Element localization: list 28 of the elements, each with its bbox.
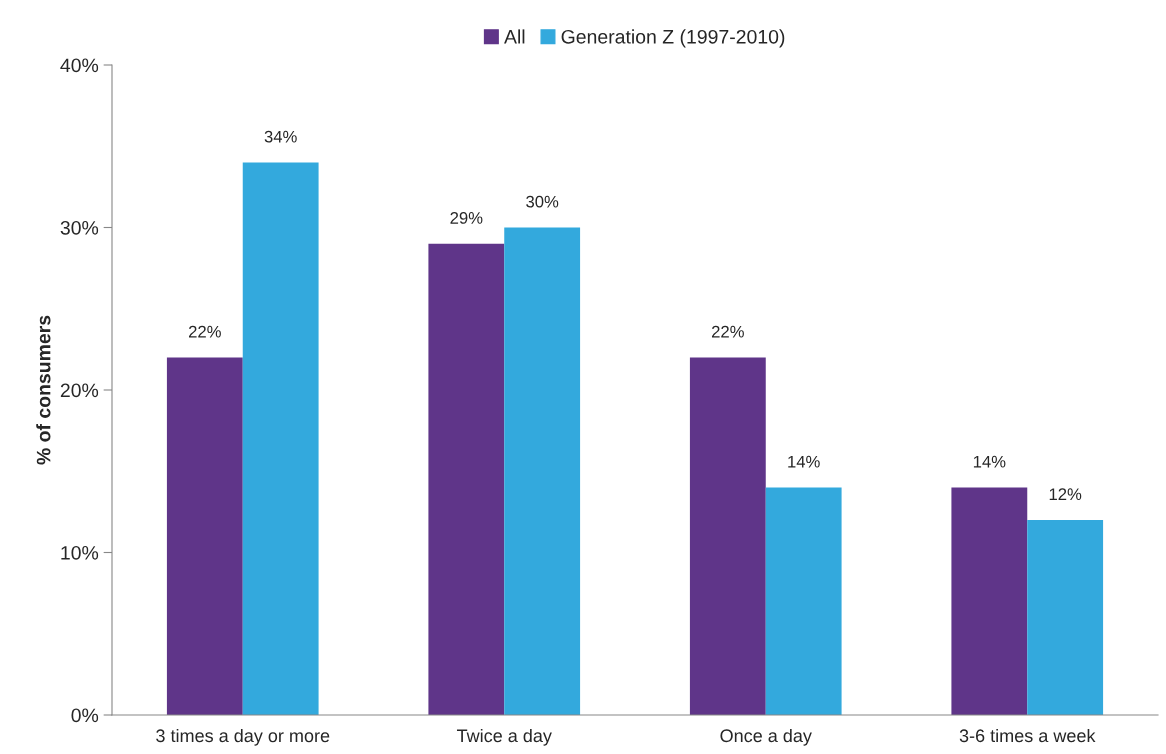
data-label: 34% [264, 130, 297, 143]
data-label: 30% [526, 195, 559, 208]
x-tick-label: 3-6 times a week [959, 728, 1096, 743]
legend-label: Generation Z (1997-2010) [561, 29, 785, 48]
x-tick-label: Twice a day [456, 728, 552, 746]
y-axis-title: % of consumers [36, 315, 51, 465]
legend-label: All [504, 29, 525, 44]
data-label: 22% [188, 325, 221, 338]
y-tick-label: 0% [71, 708, 99, 723]
data-label: 29% [450, 211, 483, 224]
y-tick-label: 20% [60, 383, 99, 398]
bar [951, 487, 1028, 715]
x-tick-label: 3 times a day or more [156, 728, 330, 746]
x-tick-label: Once a day [720, 728, 812, 746]
y-tick-label: 30% [60, 220, 99, 235]
bar [689, 357, 766, 715]
data-label: 14% [973, 455, 1006, 468]
bar [242, 162, 319, 715]
bar [1027, 520, 1104, 715]
y-tick-label: 40% [60, 58, 99, 73]
bar [765, 487, 842, 715]
data-label: 22% [711, 325, 744, 338]
data-label: 12% [1049, 488, 1082, 500]
bar [428, 243, 505, 715]
data-label: 14% [788, 455, 820, 468]
bar [166, 357, 243, 715]
y-tick-label: 10% [61, 545, 99, 560]
bar [504, 227, 581, 715]
